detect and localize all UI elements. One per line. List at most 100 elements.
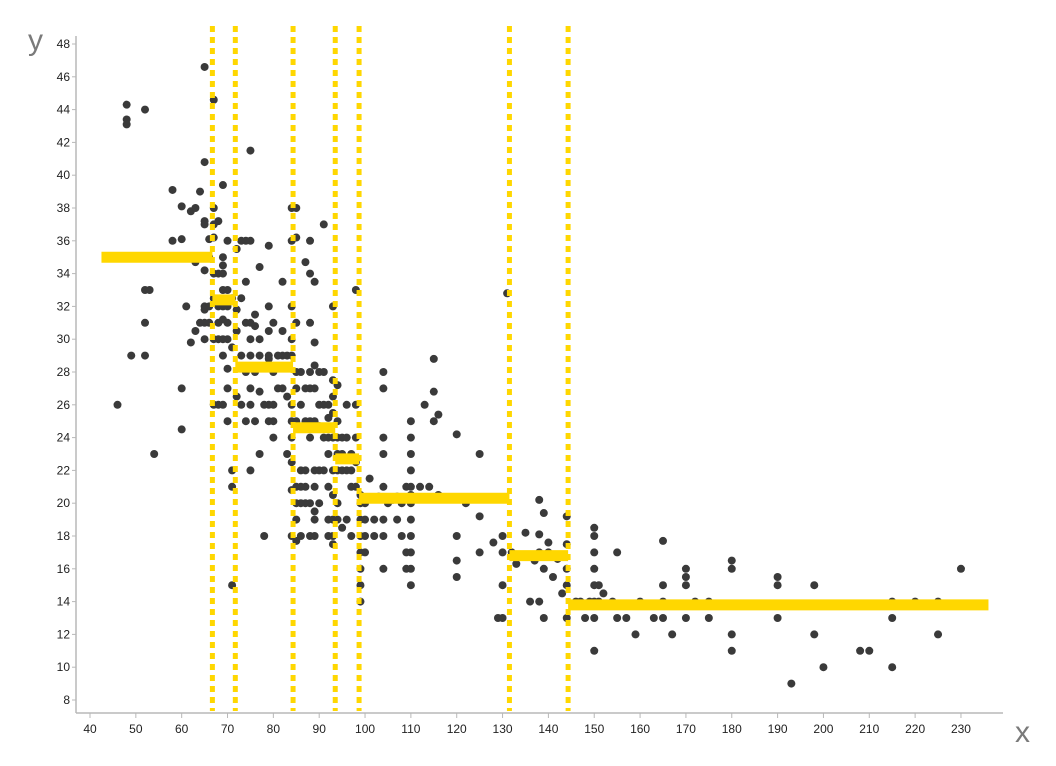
- y-tick-label: 10: [57, 660, 71, 674]
- data-point: [127, 351, 136, 360]
- data-point: [264, 327, 273, 335]
- data-point: [406, 450, 415, 458]
- data-point: [590, 646, 599, 655]
- x-tick-label: 200: [813, 722, 833, 736]
- data-point: [535, 597, 544, 606]
- data-point: [310, 361, 319, 370]
- data-point: [200, 266, 209, 275]
- data-point: [429, 417, 438, 426]
- y-axis-title: y: [28, 24, 43, 57]
- x-tick-label: 110: [401, 722, 420, 736]
- data-point: [590, 532, 599, 540]
- data-point: [223, 417, 232, 426]
- data-point: [727, 556, 736, 565]
- data-point: [526, 597, 535, 606]
- data-point: [255, 387, 264, 396]
- data-point: [397, 532, 406, 540]
- data-point: [306, 236, 315, 245]
- data-point: [370, 532, 379, 540]
- data-point: [214, 217, 223, 226]
- y-tick-label: 8: [63, 693, 70, 707]
- data-point: [498, 532, 507, 540]
- data-point: [310, 507, 319, 516]
- data-point: [406, 433, 415, 442]
- data-point: [856, 646, 865, 655]
- x-tick-label: 190: [768, 722, 788, 736]
- y-tick-label: 18: [57, 529, 71, 543]
- data-point: [342, 515, 351, 524]
- data-point: [218, 181, 227, 190]
- data-point: [255, 450, 264, 458]
- data-point: [406, 515, 415, 524]
- y-tick-label: 28: [57, 365, 71, 379]
- data-point: [264, 302, 273, 311]
- data-point: [406, 581, 415, 590]
- data-point: [727, 646, 736, 655]
- data-point: [269, 433, 278, 442]
- x-tick-label: 210: [859, 722, 879, 736]
- y-tick-label: 36: [57, 234, 71, 248]
- data-point: [283, 392, 292, 401]
- data-point: [310, 515, 319, 524]
- data-point: [319, 220, 328, 229]
- data-point: [269, 318, 278, 327]
- data-point: [649, 614, 658, 622]
- data-point: [681, 581, 690, 590]
- data-point: [223, 364, 232, 373]
- data-point: [310, 384, 319, 393]
- data-point: [191, 204, 200, 212]
- data-point: [278, 277, 287, 286]
- data-point: [237, 294, 246, 303]
- data-point: [475, 548, 484, 557]
- x-tick-label: 130: [493, 722, 513, 736]
- data-point: [489, 538, 498, 547]
- data-point: [177, 425, 186, 434]
- data-point: [347, 466, 356, 475]
- data-point: [310, 482, 319, 491]
- data-point: [379, 368, 388, 376]
- data-point: [613, 614, 622, 622]
- data-point: [264, 354, 273, 363]
- data-point: [246, 384, 255, 393]
- y-tick-label: 40: [57, 168, 71, 182]
- data-point: [613, 548, 622, 557]
- data-point: [269, 400, 278, 409]
- data-point: [361, 532, 370, 540]
- data-point: [379, 532, 388, 540]
- data-point: [218, 351, 227, 360]
- data-point: [296, 368, 305, 376]
- data-point: [200, 220, 209, 229]
- data-point: [301, 258, 310, 267]
- data-point: [622, 614, 631, 622]
- data-point: [223, 335, 232, 344]
- data-point: [141, 318, 150, 327]
- x-tick-label: 150: [584, 722, 604, 736]
- data-point: [246, 146, 255, 155]
- data-point: [599, 589, 608, 598]
- data-point: [727, 564, 736, 573]
- data-point: [810, 581, 819, 590]
- data-point: [475, 512, 484, 521]
- data-point: [590, 614, 599, 622]
- data-point: [452, 556, 461, 565]
- data-point: [379, 433, 388, 442]
- data-point: [379, 450, 388, 458]
- x-tick-label: 220: [905, 722, 925, 736]
- data-point: [416, 482, 425, 491]
- y-tick-label: 16: [57, 562, 71, 576]
- data-point: [659, 536, 667, 545]
- data-point: [246, 335, 255, 344]
- data-point: [296, 532, 305, 540]
- x-tick-label: 90: [313, 722, 327, 736]
- data-point: [581, 614, 590, 622]
- data-point: [223, 318, 232, 327]
- data-point: [475, 450, 484, 458]
- step-fit-segments: [101, 251, 989, 611]
- data-point: [512, 559, 521, 568]
- data-point: [361, 548, 370, 557]
- data-point: [406, 417, 415, 426]
- data-point: [177, 202, 186, 211]
- data-point: [218, 269, 227, 278]
- data-point: [865, 646, 874, 655]
- data-point: [113, 400, 122, 409]
